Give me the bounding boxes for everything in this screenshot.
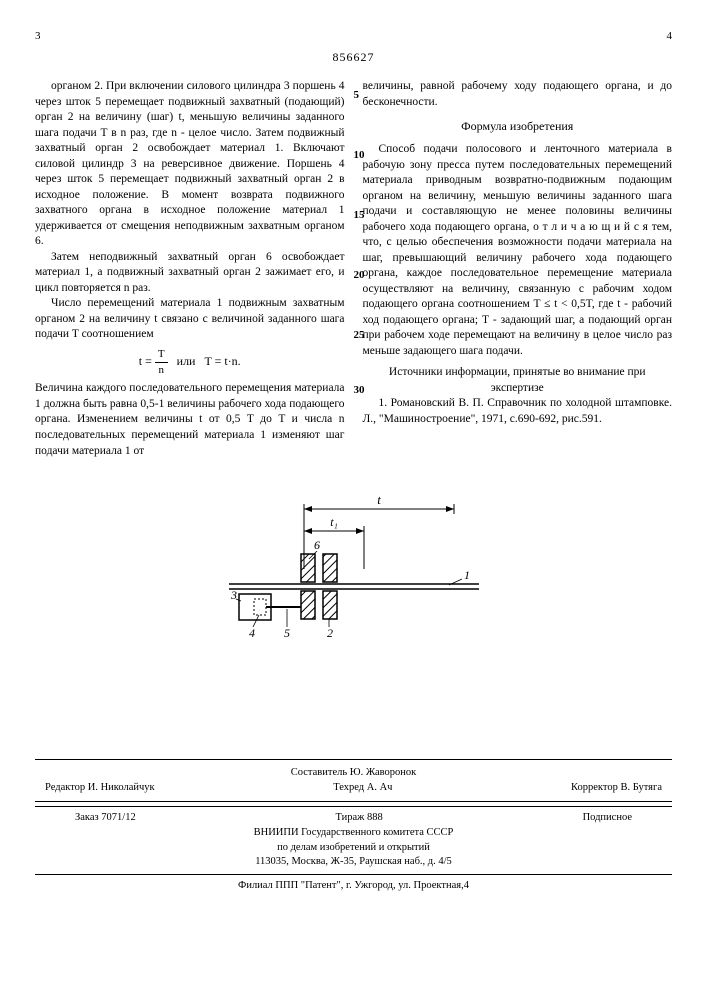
ln-30: 30 xyxy=(354,384,365,396)
page-right: 4 xyxy=(667,30,673,42)
footer-row1: Редактор И. Николайчук Техред А. Ач Корр… xyxy=(35,781,672,796)
org-line1: ВНИИПИ Государственного комитета СССР xyxy=(35,826,672,841)
left-column: органом 2. При включении силового цилинд… xyxy=(35,79,345,459)
mechanical-diagram: t t₁ 6 1 2 3 4 5 xyxy=(229,489,479,679)
label-5: 5 xyxy=(284,626,290,640)
left-p1: органом 2. При включении силового цилинд… xyxy=(35,79,345,250)
ln-5: 5 xyxy=(354,89,360,101)
ln-15: 15 xyxy=(354,209,365,221)
label-3: 3 xyxy=(230,588,237,602)
page-left: 3 xyxy=(35,30,41,42)
filial: Филиал ППП "Патент", г. Ужгород, ул. Про… xyxy=(35,874,672,894)
ln-10: 10 xyxy=(354,149,365,161)
sources-title: Источники информации, принятые во вниман… xyxy=(363,365,673,396)
address: 113035, Москва, Ж-35, Раушская наб., д. … xyxy=(35,855,672,870)
formula: t = Tn или T = t·n. xyxy=(35,347,345,378)
sign: Подписное xyxy=(583,811,632,826)
footer: Составитель Ю. Жаворонок Редактор И. Ник… xyxy=(35,759,672,894)
right-column: величины, равной рабочему ходу подающего… xyxy=(363,79,673,459)
label-1: 1 xyxy=(464,568,470,582)
page-header: 3 4 xyxy=(35,30,672,42)
tirazh: Тираж 888 xyxy=(335,811,382,826)
ln-25: 25 xyxy=(354,329,365,341)
org-line2: по делам изобретений и открытий xyxy=(35,841,672,856)
ln-20: 20 xyxy=(354,269,365,281)
left-p2: Затем неподвижный захватный орган 6 осво… xyxy=(35,250,345,297)
document-number: 856627 xyxy=(35,50,672,65)
editor: Редактор И. Николайчук xyxy=(45,781,155,796)
compiler: Составитель Ю. Жаворонок xyxy=(35,766,672,781)
left-p3: Число перемещений материала 1 подвижным … xyxy=(35,296,345,343)
invention-formula-title: Формула изобретения xyxy=(363,118,673,134)
tech-editor: Техред А. Ач xyxy=(333,781,392,796)
footer-row2: Заказ 7071/12 Тираж 888 Подписное xyxy=(35,806,672,826)
order-no: Заказ 7071/12 xyxy=(75,811,136,826)
reference-1: 1. Романовский В. П. Справочник по холод… xyxy=(363,396,673,427)
label-t1: t₁ xyxy=(330,515,338,529)
label-t: t xyxy=(377,492,381,507)
right-p1: величины, равной рабочему ходу подающего… xyxy=(363,79,673,110)
label-4: 4 xyxy=(249,626,255,640)
label-2: 2 xyxy=(327,626,333,640)
left-p4: Величина каждого последовательного перем… xyxy=(35,381,345,459)
label-6: 6 xyxy=(314,538,320,552)
right-p2: Способ подачи полосового и ленточного ма… xyxy=(363,142,673,359)
corrector: Корректор В. Бутяга xyxy=(571,781,662,796)
